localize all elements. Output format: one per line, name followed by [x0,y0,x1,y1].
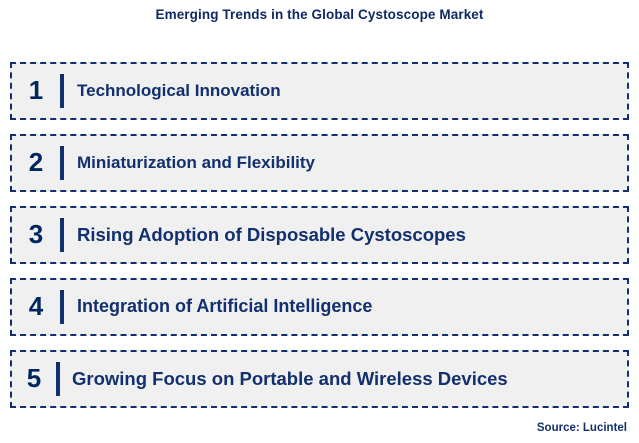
divider-bar-icon [60,146,64,180]
trend-item-5: 5 Growing Focus on Portable and Wireless… [10,350,629,408]
trend-item-3: 3 Rising Adoption of Disposable Cystosco… [10,206,629,264]
page-title: Emerging Trends in the Global Cystoscope… [155,7,484,22]
divider-bar-icon [60,218,64,252]
trend-number-3: 3 [28,219,44,249]
trend-item-2: 2 Miniaturization and Flexibility [10,134,629,192]
trend-item-4: 4 Integration of Artificial Intelligence [10,278,629,336]
trend-list: 1 Technological Innovation 2 Miniaturiza… [10,62,629,408]
trend-label-3: Rising Adoption of Disposable Cystoscope… [77,224,466,245]
trend-number-5: 5 [26,363,42,393]
divider-bar-icon [60,290,64,324]
divider-bar-icon [56,362,60,396]
trend-item-1: 1 Technological Innovation [10,62,629,120]
source-attribution: Source: Lucintel [536,422,627,434]
trend-label-1: Technological Innovation [77,81,281,100]
trend-label-4: Integration of Artificial Intelligence [77,297,373,317]
divider-bar-icon [60,74,64,108]
trend-number-1: 1 [28,75,44,105]
trend-number-4: 4 [28,291,44,321]
trend-number-2: 2 [28,147,44,177]
trend-label-2: Miniaturization and Flexibility [77,153,316,172]
trend-label-5: Growing Focus on Portable and Wireless D… [72,368,508,389]
